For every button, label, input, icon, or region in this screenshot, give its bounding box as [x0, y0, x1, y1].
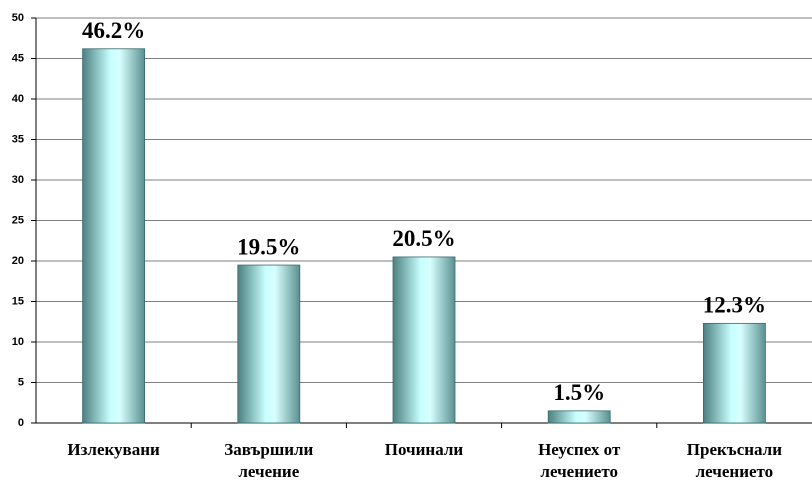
x-tick-label-line: Излекувани: [67, 440, 160, 459]
x-tick-label: Починали: [385, 440, 464, 459]
value-label: 19.5%: [237, 234, 300, 259]
x-tick-label-line: Неуспех от: [538, 440, 621, 459]
bar: [547, 410, 611, 424]
x-tick-label-line: Прекъснали: [687, 440, 782, 459]
value-label: 1.5%: [553, 380, 605, 405]
value-label: 46.2%: [82, 18, 145, 43]
bar: [392, 256, 456, 424]
value-label: 12.3%: [703, 293, 766, 318]
y-tick-label: 10: [12, 336, 24, 348]
y-tick-label: 20: [12, 255, 24, 267]
y-tick-label: 0: [18, 417, 24, 429]
bar: [82, 48, 145, 424]
x-tick-label: Прекъснали лечението: [687, 440, 782, 481]
bar: [237, 264, 301, 424]
y-tick-label: 25: [12, 214, 24, 226]
x-tick-label-line: лечение: [238, 462, 299, 481]
y-tick-label: 5: [18, 376, 24, 388]
x-tick-label-line: лечението: [540, 462, 618, 481]
x-tick-label-line: Починали: [385, 440, 464, 459]
y-tick-label: 50: [12, 12, 24, 24]
x-tick-label: Излекувани: [67, 440, 160, 459]
value-label: 20.5%: [392, 226, 455, 251]
y-tick-label: 45: [12, 52, 24, 64]
bar: [703, 322, 766, 424]
x-tick-label-line: Завършили: [224, 440, 313, 459]
x-tick-label: Завършили лечение: [224, 440, 313, 481]
y-tick-label: 30: [12, 174, 24, 186]
x-tick-label: Неуспех от лечението: [538, 440, 621, 481]
y-tick-label: 35: [12, 133, 24, 145]
y-tick-label: 40: [12, 93, 24, 105]
x-tick-label-line: лечението: [696, 462, 774, 481]
y-tick-label: 15: [12, 295, 24, 307]
